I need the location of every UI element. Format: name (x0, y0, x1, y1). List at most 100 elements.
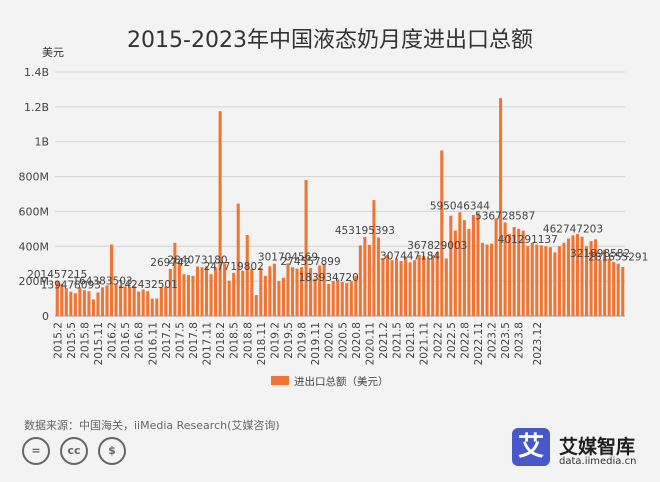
x-tick-label: 2022.5 (446, 322, 458, 359)
bar (598, 259, 602, 316)
brand-url: data.iimedia.cn (559, 456, 637, 467)
bar (96, 292, 100, 316)
x-tick-label: 2016.11 (147, 322, 159, 365)
y-tick-label: 1.2B (24, 101, 49, 114)
x-tick-label: 2015.2 (52, 322, 64, 359)
bar (336, 279, 340, 316)
x-tick-label: 2016.8 (134, 322, 146, 359)
data-label: 321898582 (570, 248, 630, 260)
bar (254, 295, 258, 316)
bar (390, 260, 394, 316)
y-tick-label: 1.4B (24, 66, 49, 79)
bar (376, 237, 380, 316)
bar (173, 242, 177, 316)
data-label: 183934720 (299, 272, 359, 284)
bar (241, 270, 245, 316)
bar (616, 263, 620, 316)
y-tick-label: 0 (42, 310, 49, 323)
bar (449, 215, 453, 316)
x-tick-label: 2018.11 (256, 322, 268, 365)
bar (100, 287, 105, 316)
bar (159, 287, 163, 316)
bar (381, 258, 385, 316)
legend-swatch (271, 376, 289, 385)
bar (236, 203, 240, 316)
bar (490, 243, 494, 316)
x-tick-label: 2023.8 (514, 322, 526, 359)
bar (191, 275, 195, 316)
bar (223, 263, 227, 316)
x-tick-label: 2023.12 (532, 322, 544, 365)
bar (277, 281, 281, 316)
x-tick-label: 2021.11 (419, 322, 431, 365)
bar (566, 238, 570, 316)
bar (422, 255, 426, 316)
bar (530, 242, 534, 316)
bar (82, 290, 86, 316)
x-tick-label: 2015.11 (93, 322, 105, 365)
bar (539, 245, 543, 316)
bar (562, 242, 566, 316)
bar (214, 268, 218, 316)
x-tick-label: 2019.5 (283, 322, 295, 359)
bar (453, 230, 457, 316)
bar (272, 263, 276, 316)
bar (594, 239, 598, 316)
bar (55, 280, 59, 316)
bar (580, 236, 584, 316)
bar (168, 268, 172, 316)
bar (517, 228, 521, 316)
bar (404, 256, 408, 316)
x-tick-label: 2020.8 (351, 322, 363, 359)
bar (413, 260, 417, 316)
bar (571, 235, 575, 316)
bar (64, 288, 68, 316)
data-label: 462747203 (543, 223, 603, 235)
bar (508, 234, 512, 316)
bar (313, 278, 317, 316)
data-label: 453195393 (335, 225, 395, 237)
bar (485, 244, 489, 316)
x-tick-label: 2018.5 (229, 322, 241, 359)
bar (399, 261, 403, 316)
bar (295, 268, 299, 316)
bar (123, 286, 127, 316)
bar (480, 242, 485, 316)
bar (358, 245, 362, 316)
x-tick-label: 2021.8 (405, 322, 417, 359)
brand-name: 艾媒智库 (559, 436, 636, 458)
bar (367, 244, 371, 316)
x-tick-label: 2023.5 (500, 322, 512, 359)
data-label: 201457215 (27, 269, 87, 281)
x-tick-label: 2015.5 (66, 322, 78, 359)
bar (78, 287, 82, 316)
bar (232, 272, 236, 316)
y-tick-label: 800M (19, 171, 50, 184)
data-label: 536728587 (475, 210, 535, 222)
bar (155, 298, 159, 316)
bar (612, 261, 616, 316)
brand-logo: 艾 (512, 428, 550, 466)
bar (435, 251, 439, 316)
x-tick-label: 2018.2 (215, 322, 227, 359)
cc-license-icon: cc (60, 437, 88, 465)
bar (114, 283, 118, 316)
x-tick-label: 2022.2 (432, 322, 444, 359)
y-tick-label: 600M (19, 205, 50, 218)
x-tick-label: 2017.5 (174, 322, 186, 359)
bar (164, 286, 168, 316)
data-label: 401291137 (498, 234, 558, 246)
bar (417, 255, 421, 316)
x-tick-label: 2020.5 (337, 322, 349, 359)
y-tick-label: 200M (19, 275, 50, 288)
bar (553, 252, 557, 316)
bar (467, 228, 471, 316)
bar (349, 281, 353, 316)
bar (603, 249, 607, 316)
data-label: 281655291 (588, 252, 648, 264)
bar (141, 289, 145, 316)
bar (209, 274, 213, 316)
data-label: 269742 (150, 257, 190, 269)
bar (290, 267, 295, 316)
